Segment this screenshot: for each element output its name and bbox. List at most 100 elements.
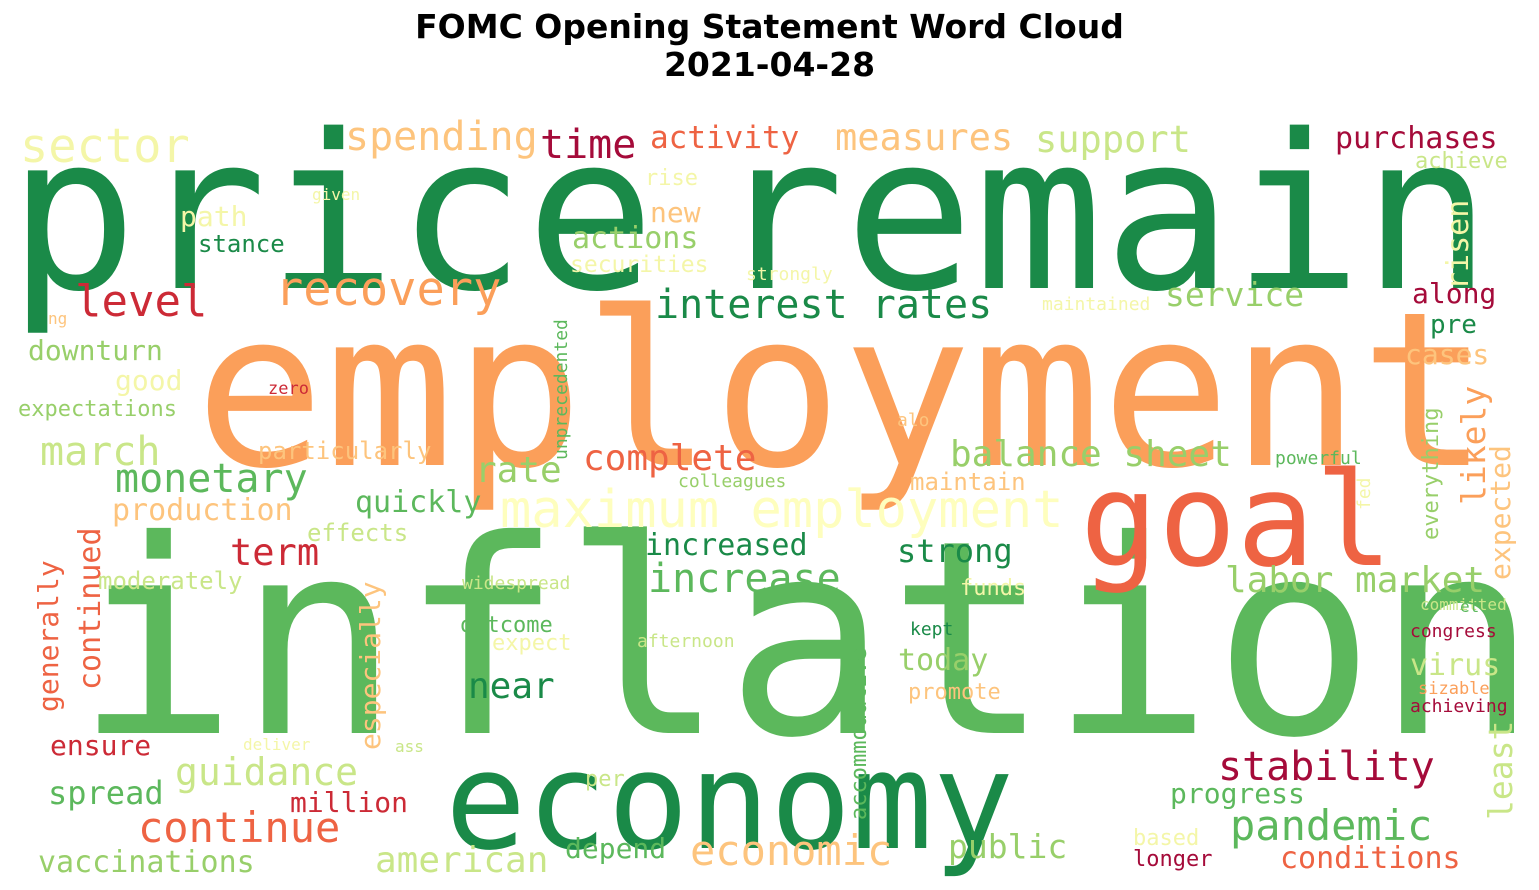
word-widespread: widespread xyxy=(462,573,570,594)
word-ng: ng xyxy=(48,309,67,328)
word-fed: fed xyxy=(1354,477,1375,510)
word-public: public xyxy=(948,827,1067,866)
word-alo: alo xyxy=(897,410,930,431)
word-level: level xyxy=(75,276,207,327)
word-labor-market: labor market xyxy=(1225,560,1485,601)
word-based: based xyxy=(1133,826,1199,851)
word-monetary: monetary xyxy=(115,456,308,502)
word-least: least xyxy=(1481,721,1520,820)
word-spending: spending xyxy=(345,114,538,160)
word-particularly: particularly xyxy=(258,437,431,465)
word-depend: depend xyxy=(565,832,666,865)
word-given: given xyxy=(312,185,360,204)
word-million: million xyxy=(290,786,408,819)
word-actions: actions xyxy=(572,221,698,256)
word-stance: stance xyxy=(198,230,285,258)
word-recovery: recovery xyxy=(275,262,501,317)
word-complete: complete xyxy=(583,438,756,479)
word-accommodative: accommodative xyxy=(847,648,872,820)
word-strongly: strongly xyxy=(746,264,833,285)
word-measures: measures xyxy=(835,116,1013,159)
word-inflation: inflation xyxy=(75,482,1538,797)
word-time: time xyxy=(540,122,636,168)
word-good: good xyxy=(115,364,182,397)
word-conditions: conditions xyxy=(1280,841,1461,876)
word-new: new xyxy=(650,196,701,229)
word-stability: stability xyxy=(1218,744,1435,790)
word-sector: sector xyxy=(20,119,190,174)
word-outcome: outcome xyxy=(460,613,553,638)
chart-title: FOMC Opening Statement Word Cloud 2021-0… xyxy=(0,8,1539,84)
word-employment: employment xyxy=(195,265,1489,516)
word-effects: effects xyxy=(307,519,408,547)
word-increase: increase xyxy=(648,556,841,602)
word-strong: strong xyxy=(897,532,1013,570)
word-maintained: maintained xyxy=(1042,294,1150,315)
word-economic: economic xyxy=(690,826,892,875)
word-along: along xyxy=(1412,277,1496,310)
word-continued: continued xyxy=(73,527,108,690)
word-sizable: sizable xyxy=(1418,679,1490,699)
word-securities: securities xyxy=(570,252,708,278)
word-everything: everything xyxy=(1419,408,1444,540)
word-progress: progress xyxy=(1170,777,1305,810)
word-goal: goal xyxy=(1080,444,1393,596)
word-powerful: powerful xyxy=(1275,448,1362,469)
word-today: today xyxy=(898,643,988,678)
word-spread: spread xyxy=(48,774,164,812)
word-rise: rise xyxy=(645,166,698,191)
word-activity: activity xyxy=(650,120,799,156)
word-deliver: deliver xyxy=(243,735,311,754)
word-likely: likely xyxy=(1454,386,1493,505)
word-achieve: achieve xyxy=(1415,149,1508,174)
word-guidance: guidance xyxy=(175,750,358,794)
word-quickly: quickly xyxy=(355,485,481,520)
title-line-2: 2021-04-28 xyxy=(663,45,876,84)
word-unprecedented: unprecedented xyxy=(551,319,572,460)
word-risen: risen xyxy=(1441,200,1476,290)
word-zero: zero xyxy=(268,379,309,399)
word-expectations: expectations xyxy=(18,397,177,422)
word-expected: expected xyxy=(1484,445,1517,580)
word-path: path xyxy=(180,200,247,233)
word-ass: ass xyxy=(395,737,424,756)
word-longer: longer xyxy=(1133,847,1212,872)
word-maximum-employment: maximum employment xyxy=(500,480,1064,540)
word-achieving: achieving xyxy=(1410,696,1508,717)
word-continue: continue xyxy=(138,803,340,852)
word-kept: kept xyxy=(910,619,953,640)
word-cases: cases xyxy=(1405,338,1489,371)
word-service: service xyxy=(1165,275,1304,314)
word-american: american xyxy=(375,840,548,881)
word-vaccinations: vaccinations xyxy=(38,845,255,880)
word-march: march xyxy=(40,429,160,475)
word-remain: remain xyxy=(715,88,1492,339)
word-funds: funds xyxy=(960,576,1026,601)
word-increased: increased xyxy=(645,528,808,563)
word-committed: committed xyxy=(1420,595,1507,614)
word-especially: especially xyxy=(354,581,387,750)
word-virus: virus xyxy=(1410,648,1500,683)
word-interest-rates: interest rates xyxy=(655,282,992,328)
word-congress: congress xyxy=(1410,621,1497,642)
title-line-1: FOMC Opening Statement Word Cloud xyxy=(415,7,1124,46)
word-pandemic: pandemic xyxy=(1230,801,1432,850)
word-moderately: moderately xyxy=(98,567,243,595)
word-near: near xyxy=(468,666,555,707)
word-colleagues: colleagues xyxy=(678,471,786,492)
word-ensure: ensure xyxy=(50,729,151,762)
word-production: production xyxy=(112,493,293,528)
word-promote: promote xyxy=(908,680,1001,705)
word-et: et xyxy=(1460,597,1479,616)
word-economy: economy xyxy=(445,723,1014,880)
word-expect: expect xyxy=(492,631,571,656)
word-balance-sheet: balance sheet xyxy=(950,434,1232,475)
word-pre: pre xyxy=(1430,310,1477,340)
word-support: support xyxy=(1035,118,1191,161)
word-purchases: purchases xyxy=(1335,121,1498,156)
word-generally: generally xyxy=(32,560,65,712)
word-downturn: downturn xyxy=(28,334,163,367)
word-per: per xyxy=(585,767,625,792)
word-term: term xyxy=(230,531,319,574)
